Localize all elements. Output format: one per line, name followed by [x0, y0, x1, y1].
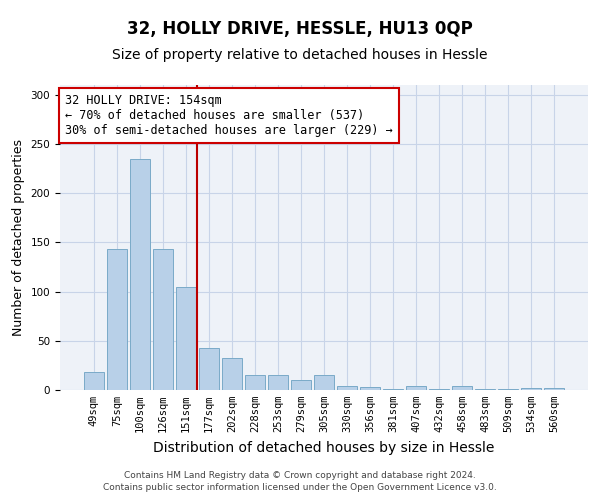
- Bar: [521, 388, 541, 390]
- Bar: [360, 387, 380, 390]
- Text: Contains HM Land Registry data © Crown copyright and database right 2024.
Contai: Contains HM Land Registry data © Crown c…: [103, 471, 497, 492]
- Bar: [314, 375, 334, 390]
- Bar: [130, 159, 149, 390]
- Bar: [499, 389, 518, 390]
- Bar: [107, 250, 127, 390]
- Bar: [452, 386, 472, 390]
- Y-axis label: Number of detached properties: Number of detached properties: [12, 139, 25, 336]
- Text: 32, HOLLY DRIVE, HESSLE, HU13 0QP: 32, HOLLY DRIVE, HESSLE, HU13 0QP: [127, 20, 473, 38]
- Bar: [199, 348, 218, 390]
- Bar: [544, 388, 564, 390]
- Bar: [84, 372, 104, 390]
- X-axis label: Distribution of detached houses by size in Hessle: Distribution of detached houses by size …: [154, 440, 494, 454]
- Bar: [406, 386, 426, 390]
- Text: 32 HOLLY DRIVE: 154sqm
← 70% of detached houses are smaller (537)
30% of semi-de: 32 HOLLY DRIVE: 154sqm ← 70% of detached…: [65, 94, 393, 137]
- Bar: [176, 286, 196, 390]
- Bar: [291, 380, 311, 390]
- Bar: [245, 375, 265, 390]
- Bar: [268, 375, 288, 390]
- Bar: [153, 250, 173, 390]
- Bar: [337, 386, 357, 390]
- Bar: [222, 358, 242, 390]
- Bar: [383, 389, 403, 390]
- Bar: [430, 389, 449, 390]
- Text: Size of property relative to detached houses in Hessle: Size of property relative to detached ho…: [112, 48, 488, 62]
- Bar: [475, 389, 495, 390]
